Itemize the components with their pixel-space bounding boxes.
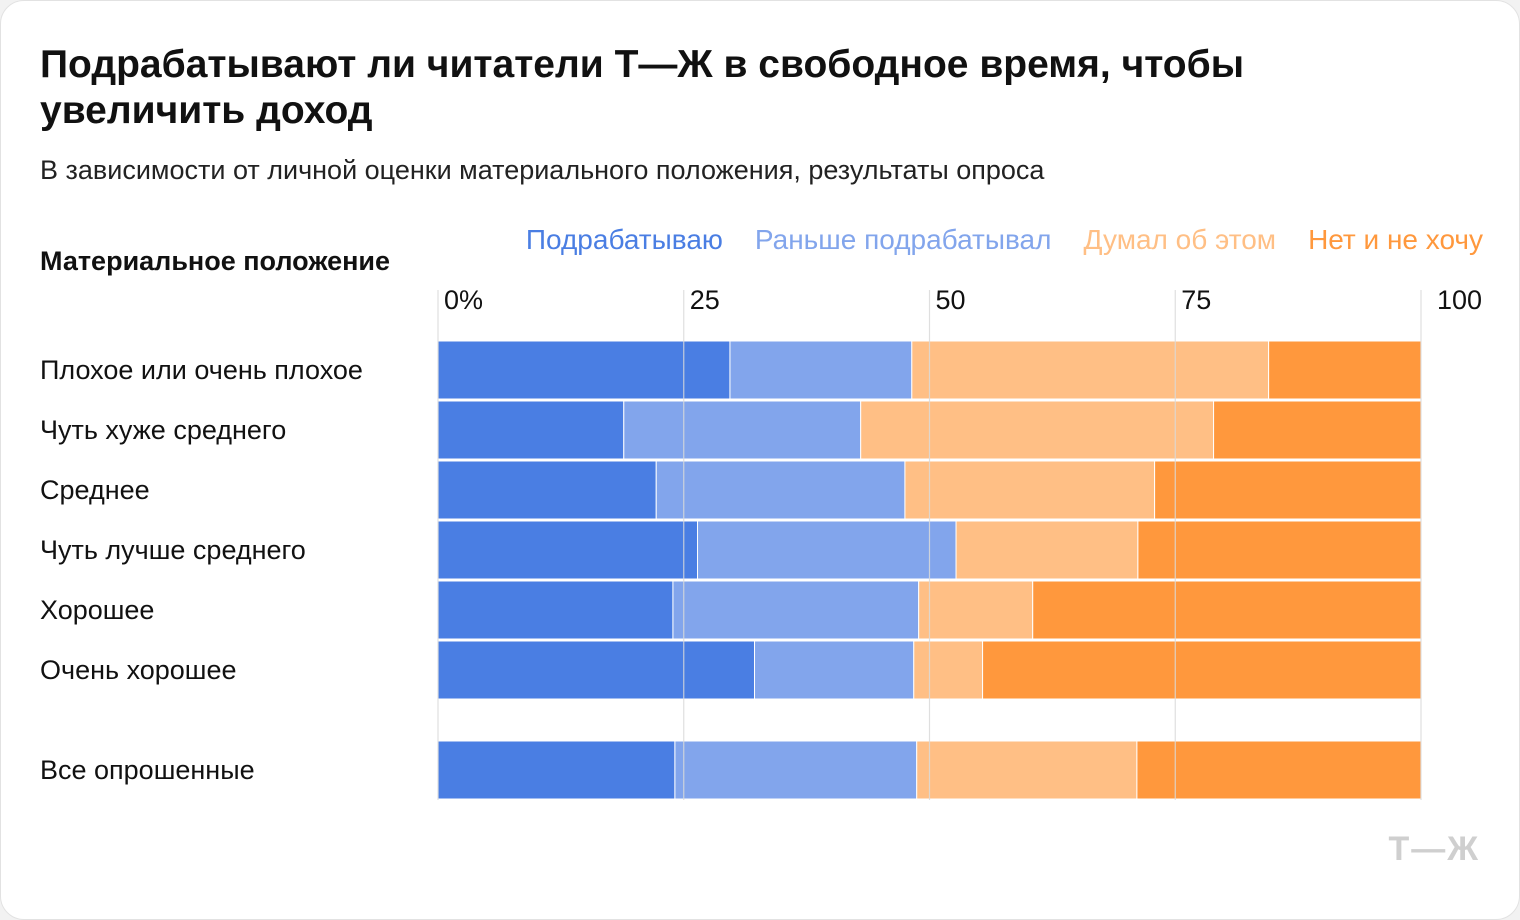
legend-item-considered: Думал об этом: [1083, 224, 1277, 255]
bar-segment: [729, 340, 913, 400]
bar-segment: [1213, 400, 1422, 460]
bar-segment: [437, 340, 731, 400]
chart-title: Подрабатывают ли читатели Т—Ж в свободно…: [40, 43, 1245, 132]
x-tick-label: 100: [1437, 285, 1482, 315]
bar-segment: [437, 400, 625, 460]
row-label-very-good: Очень хорошее: [40, 655, 237, 685]
row-label-poor: Плохое или очень плохое: [40, 355, 363, 385]
bar-segment: [697, 520, 957, 580]
bar-segment: [916, 740, 1138, 800]
row-label-below-average: Чуть хуже среднего: [40, 415, 287, 445]
legend-item-not-interested: Нет и не хочу: [1308, 224, 1483, 255]
y-axis-heading: Материальное положение: [40, 246, 391, 276]
bar-segment: [1136, 740, 1422, 800]
bar-segment: [437, 460, 657, 520]
chart-subtitle: В зависимости от личной оценки материаль…: [40, 155, 1045, 185]
row-label-good: Хорошее: [40, 595, 155, 625]
row-label-above-average: Чуть лучше среднего: [40, 535, 306, 565]
bar-segment: [1268, 340, 1422, 400]
bar-segment: [437, 740, 676, 800]
x-tick-label: 25: [690, 285, 720, 315]
legend-item-worked-before: Раньше подрабатывал: [754, 224, 1052, 255]
bar-segment: [623, 400, 862, 460]
legend: Подрабатываю Раньше подрабатывал Думал о…: [526, 222, 1483, 258]
bar-segment: [955, 520, 1139, 580]
x-tick-label: 50: [936, 285, 966, 315]
legend-item-working: Подрабатываю: [525, 224, 723, 255]
tj-logo: Т—Ж: [1388, 830, 1480, 868]
bar-segment: [911, 340, 1270, 400]
bar-segment: [982, 640, 1422, 700]
row-label-all-respondents: Все опрошенные: [40, 755, 255, 785]
bar-segment: [918, 580, 1034, 640]
bar-segment: [672, 580, 920, 640]
bar-segment: [437, 580, 674, 640]
bar-segment: [913, 640, 984, 700]
x-tick-label: 75: [1181, 285, 1211, 315]
row-label-average: Среднее: [40, 475, 150, 505]
bar-segment: [437, 640, 756, 700]
bar-segment: [1137, 520, 1422, 580]
x-tick-label: 0%: [444, 285, 483, 315]
bar-segment: [1032, 580, 1422, 640]
bar-segment: [860, 400, 1215, 460]
bar-segment: [904, 460, 1156, 520]
bar-segment: [655, 460, 906, 520]
bar-segment: [754, 640, 915, 700]
bar-segment: [674, 740, 918, 800]
bar-segment: [1154, 460, 1422, 520]
bar-segment: [437, 520, 699, 580]
